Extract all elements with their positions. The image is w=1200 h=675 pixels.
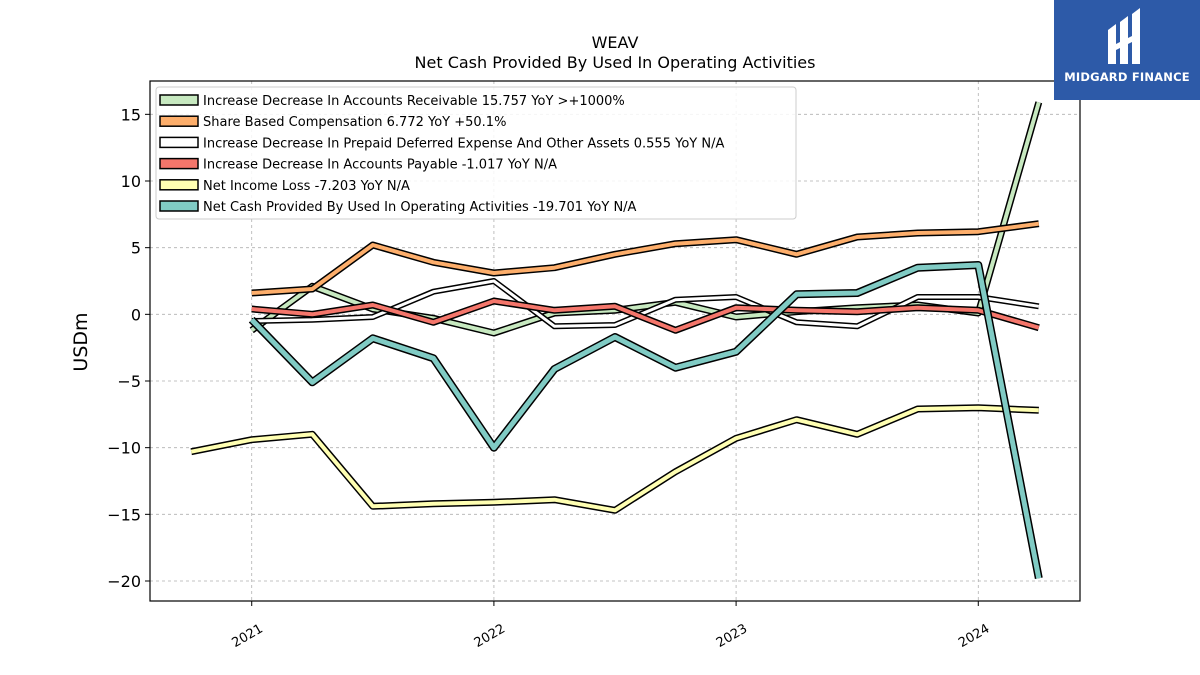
x-tick-label: 2023 xyxy=(714,621,750,651)
y-tick-label: −5 xyxy=(117,372,141,391)
y-tick-label: −20 xyxy=(107,572,141,591)
legend-entry: Net Income Loss -7.203 YoY N/A xyxy=(203,179,410,194)
legend: Increase Decrease In Accounts Receivable… xyxy=(155,86,797,220)
x-tick-label: 2021 xyxy=(230,621,266,651)
brand-logo-mark-icon xyxy=(1108,8,1140,64)
legend-swatch xyxy=(159,179,199,191)
y-tick-label: 0 xyxy=(131,305,141,324)
legend-entry: Increase Decrease In Accounts Payable -1… xyxy=(203,158,557,173)
series-line-5 xyxy=(249,262,1042,579)
x-tick-label: 2024 xyxy=(956,621,992,651)
y-axis-ticks: 15 10 5 0 −5 −10 −15 −20 xyxy=(107,105,150,591)
legend-swatch xyxy=(159,136,199,149)
legend-box xyxy=(155,86,797,220)
brand-name: MIDGARD FINANCE xyxy=(1064,70,1190,84)
legend-entry: Increase Decrease In Prepaid Deferred Ex… xyxy=(203,136,724,151)
legend-entry: Share Based Compensation 6.772 YoY +50.1… xyxy=(203,115,506,130)
legend-entry: Increase Decrease In Accounts Receivable… xyxy=(203,94,625,109)
series-line-3 xyxy=(251,299,1040,333)
chart-title: WEAV xyxy=(592,33,639,52)
series-lines xyxy=(190,101,1043,580)
legend-swatch xyxy=(159,115,199,127)
legend-swatch xyxy=(159,200,199,212)
x-tick-label: 2022 xyxy=(472,621,508,651)
y-tick-label: 10 xyxy=(121,172,141,191)
y-tick-label: −15 xyxy=(107,505,141,524)
series-line-4 xyxy=(190,405,1039,513)
series-line-2 xyxy=(251,279,1040,328)
plot-frame xyxy=(149,80,1081,602)
legend-swatch xyxy=(159,157,199,170)
y-axis-label: USDm xyxy=(70,312,92,371)
legend-swatch xyxy=(159,94,199,106)
y-tick-label: 15 xyxy=(121,105,141,124)
y-tick-label: 5 xyxy=(131,239,141,258)
series-line-1 xyxy=(251,221,1040,295)
chart-subtitle: Net Cash Provided By Used In Operating A… xyxy=(415,53,816,72)
legend-entry: Net Cash Provided By Used In Operating A… xyxy=(203,200,637,215)
brand-logo: MIDGARD FINANCE xyxy=(1054,0,1200,100)
y-tick-label: −10 xyxy=(107,439,141,458)
series-line-outline xyxy=(190,404,1039,514)
x-axis-ticks: 2021 2022 2023 2024 xyxy=(230,601,992,651)
